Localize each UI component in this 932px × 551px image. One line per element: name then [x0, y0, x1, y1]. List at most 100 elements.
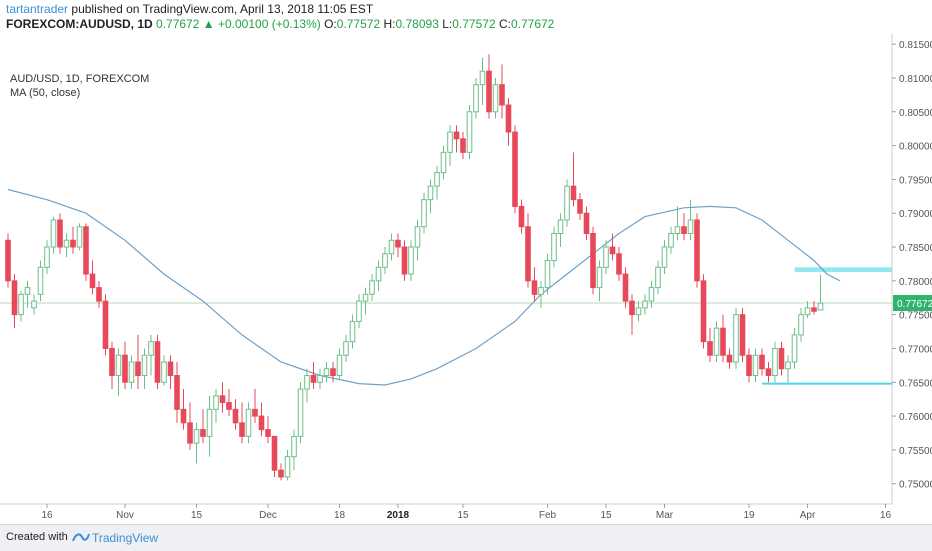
candle-up: [466, 111, 473, 153]
candle-up: [434, 172, 440, 187]
candle-up: [317, 375, 323, 383]
candle-up: [388, 239, 395, 255]
candle-down: [70, 239, 76, 248]
candle-up: [473, 84, 479, 113]
candle-down: [122, 354, 128, 383]
candle-up: [538, 287, 544, 295]
candle-up: [336, 354, 343, 377]
candle-down: [174, 375, 180, 410]
candle-down: [778, 347, 785, 370]
candle-down: [200, 429, 206, 437]
candle-down: [258, 415, 265, 431]
change-value: +0.00100 (+0.13%): [217, 17, 321, 31]
candle-up: [635, 307, 642, 316]
candle-down: [232, 408, 239, 424]
chart-legend: AUD/USD, 1D, FOREXCOM MA (50, close): [10, 72, 149, 100]
open-label: O:: [324, 17, 337, 31]
candle-up: [414, 226, 421, 248]
chart-area[interactable]: 0.81500 0.81000 0.80500 0.80000 0.79500 0.790…: [0, 34, 932, 524]
candle-down: [83, 226, 89, 275]
candle-up: [713, 327, 720, 356]
candle-up: [668, 232, 674, 248]
price-tick-label: 0.77000: [899, 344, 932, 355]
author-link[interactable]: tartantrader: [6, 2, 69, 16]
candle-up: [661, 246, 668, 268]
candle-down: [89, 273, 96, 289]
candle-up: [551, 232, 557, 262]
time-tick-label: Dec: [259, 510, 277, 521]
legend-symbol: AUD/USD, 1D, FOREXCOM: [10, 73, 150, 85]
time-tick-label: Feb: [539, 510, 557, 521]
high-label: H:: [383, 17, 396, 31]
open-value: 0.77572: [336, 17, 381, 31]
last-price: 0.77672: [156, 17, 200, 31]
candle-up: [479, 70, 486, 86]
candle-up: [785, 361, 791, 370]
candle-down: [512, 131, 518, 207]
price-tick-label: 0.76000: [899, 412, 932, 423]
candle-up: [31, 300, 37, 309]
candle-down: [570, 185, 577, 201]
time-tick-label: 18: [334, 510, 346, 521]
ma-50-line: [7, 188, 841, 386]
tradingview-brand-link[interactable]: TradingView: [92, 531, 159, 545]
candle-down: [460, 138, 466, 153]
candle-down: [271, 435, 278, 471]
candle-up: [798, 314, 804, 336]
candle-up: [297, 388, 304, 437]
candle-up: [492, 84, 499, 113]
candle-down: [577, 199, 583, 214]
candle-down: [180, 408, 187, 424]
low-value: 0.77572: [452, 17, 496, 31]
candle-down: [167, 361, 174, 377]
price-tick-label: 0.79500: [899, 175, 932, 186]
candle-down: [505, 104, 512, 133]
price-chart[interactable]: 0.81500 0.81000 0.80500 0.80000 0.79500 0.790…: [0, 34, 932, 524]
candle-up: [291, 435, 297, 458]
candle-down: [531, 280, 538, 295]
last-price-tag-label: 0.77672: [897, 299, 932, 310]
candle-down: [499, 84, 505, 106]
time-tick-label: 2018: [387, 510, 410, 521]
price-tick-label: 0.80000: [899, 142, 932, 153]
candle-down: [609, 246, 616, 255]
candle-up: [362, 293, 369, 302]
footer-bar: Created with TradingView: [0, 524, 932, 551]
candle-up: [557, 219, 564, 234]
candle-down: [109, 347, 115, 377]
candle-up: [349, 320, 356, 343]
candle-down: [486, 70, 492, 113]
candle-down: [219, 395, 226, 404]
candle-up: [687, 219, 694, 234]
candle-down: [700, 280, 707, 343]
candle-down: [330, 368, 336, 377]
candle-up: [382, 253, 388, 268]
candle-up: [115, 354, 122, 377]
candle-up: [733, 314, 739, 363]
price-tick-label: 0.75000: [899, 480, 932, 491]
candle-down: [590, 232, 596, 289]
candle-up: [50, 219, 57, 248]
price-tick-label: 0.81000: [899, 74, 932, 85]
candle-up: [148, 341, 154, 356]
candle-down: [395, 239, 401, 248]
time-tick-label: 16: [880, 510, 892, 521]
price-tick-label: 0.81500: [899, 40, 932, 51]
created-with-text: Created with: [6, 531, 68, 543]
price-tick-label: 0.78500: [899, 243, 932, 254]
tradingview-logo-icon: [72, 533, 90, 542]
time-tick-label: 16: [41, 510, 53, 521]
candle-up: [603, 246, 609, 268]
candle-down: [616, 253, 622, 275]
candle-down: [759, 354, 765, 370]
candle-up: [24, 287, 31, 295]
candle-up: [369, 280, 375, 295]
candle-up: [804, 307, 811, 316]
candle-up: [63, 239, 70, 248]
candle-down: [102, 300, 109, 349]
resistance-zone: [794, 267, 892, 273]
candle-down: [811, 307, 817, 312]
close-label: C:: [498, 17, 511, 31]
high-value: 0.78093: [395, 17, 439, 31]
candle-up: [356, 300, 362, 322]
